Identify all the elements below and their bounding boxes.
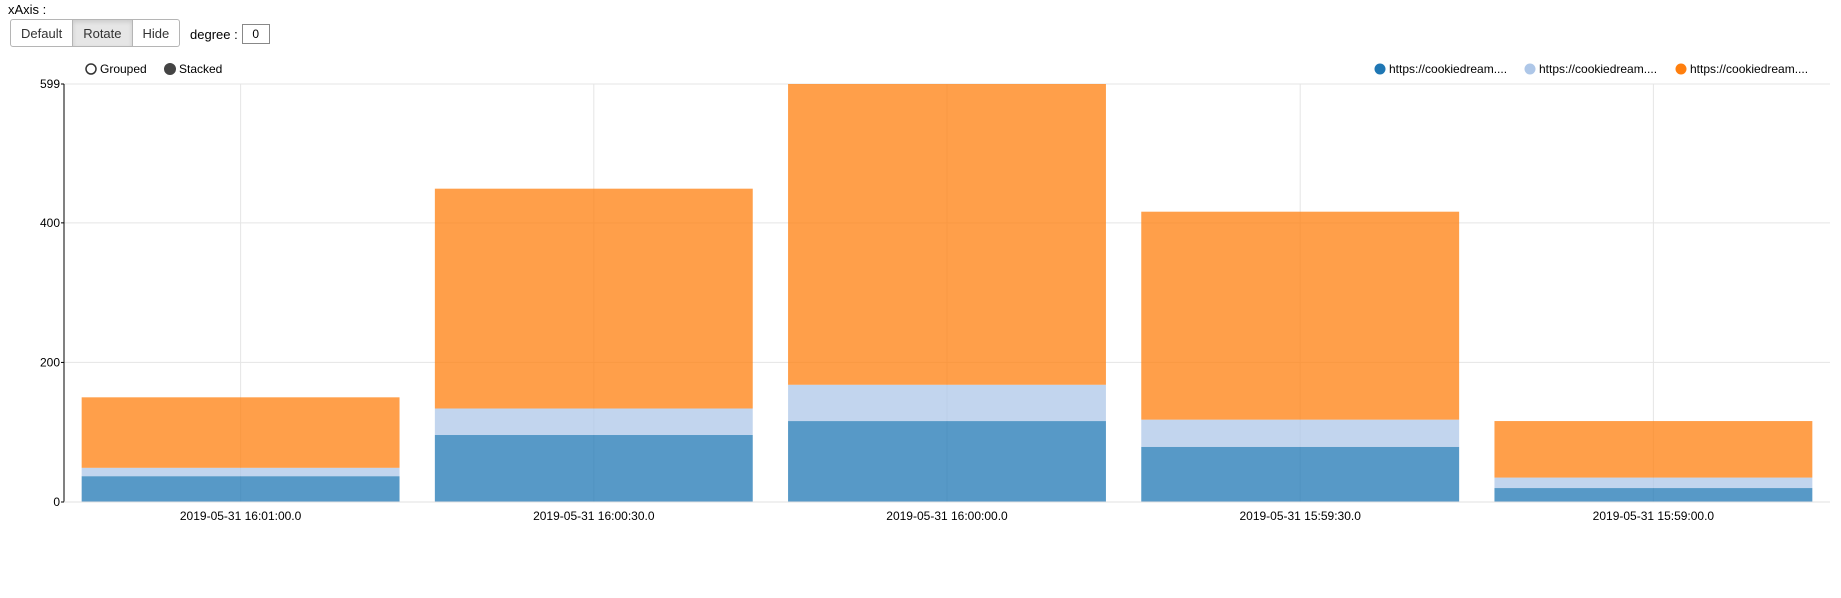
- x-tick-label: 2019-05-31 15:59:30.0: [1239, 509, 1361, 523]
- hide-button[interactable]: Hide: [132, 19, 181, 47]
- legend-dot-icon: [1374, 63, 1386, 75]
- xaxis-label: xAxis :: [8, 2, 47, 17]
- bars-layer: [81, 84, 1813, 502]
- bar-segment[interactable]: [81, 476, 400, 502]
- rotate-button[interactable]: Rotate: [73, 19, 133, 47]
- mode-label-stacked: Stacked: [179, 62, 222, 76]
- bar-segment[interactable]: [434, 435, 753, 502]
- bar-segment[interactable]: [1494, 488, 1813, 502]
- bar-segment[interactable]: [1494, 477, 1813, 489]
- y-tick-label: 599: [40, 77, 60, 91]
- x-tick-label: 2019-05-31 16:00:30.0: [533, 509, 655, 523]
- legend-label: https://cookiedream....: [1690, 62, 1808, 76]
- xaxis-button-group: Default Rotate Hide: [10, 19, 181, 47]
- bar-segment[interactable]: [1494, 421, 1813, 478]
- degree-control: degree :: [190, 24, 270, 44]
- bar-segment[interactable]: [434, 408, 753, 436]
- bar-segment[interactable]: [81, 467, 400, 477]
- x-tick-label: 2019-05-31 16:01:00.0: [180, 509, 302, 523]
- legend-item-series-3[interactable]: https://cookiedream....: [1675, 62, 1809, 76]
- x-tick-label: 2019-05-31 15:59:00.0: [1593, 509, 1715, 523]
- radio-filled-icon: [164, 63, 176, 75]
- legend-dot-icon: [1524, 63, 1536, 75]
- bar-segment[interactable]: [788, 384, 1106, 422]
- bar-segment[interactable]: [1141, 446, 1460, 502]
- mode-toggle-stacked[interactable]: Stacked: [164, 62, 223, 76]
- degree-input[interactable]: [241, 24, 270, 44]
- y-tick-label: 400: [40, 216, 60, 230]
- legend-label: https://cookiedream....: [1389, 62, 1507, 76]
- bar-segment[interactable]: [434, 188, 753, 409]
- legend: https://cookiedream.... https://cookiedr…: [1374, 62, 1809, 76]
- bar-segment[interactable]: [788, 84, 1106, 385]
- radio-empty-icon: [85, 63, 97, 75]
- degree-label: degree :: [190, 26, 238, 42]
- bar-segment[interactable]: [788, 421, 1106, 502]
- legend-item-series-2[interactable]: https://cookiedream....: [1524, 62, 1658, 76]
- stacked-bar-chart: 0 200 400 599 2019-05-31 16:01:00.0 2019-05-3…: [40, 62, 1830, 523]
- bar-segment[interactable]: [1141, 211, 1460, 420]
- mode-toggle-grouped[interactable]: Grouped: [85, 62, 147, 76]
- y-tick-label: 200: [40, 355, 60, 369]
- default-button[interactable]: Default: [10, 19, 74, 47]
- legend-label: https://cookiedream....: [1539, 62, 1657, 76]
- legend-item-series-1[interactable]: https://cookiedream....: [1374, 62, 1508, 76]
- mode-label-grouped: Grouped: [100, 62, 147, 76]
- bar-segment[interactable]: [81, 397, 400, 468]
- y-tick-label: 0: [53, 495, 60, 509]
- bar-segment[interactable]: [1141, 419, 1460, 447]
- legend-dot-icon: [1675, 63, 1687, 75]
- x-tick-label: 2019-05-31 16:00:00.0: [886, 509, 1008, 523]
- axis-layer: 0 200 400 599 2019-05-31 16:01:00.0 2019-05-3…: [40, 77, 1830, 523]
